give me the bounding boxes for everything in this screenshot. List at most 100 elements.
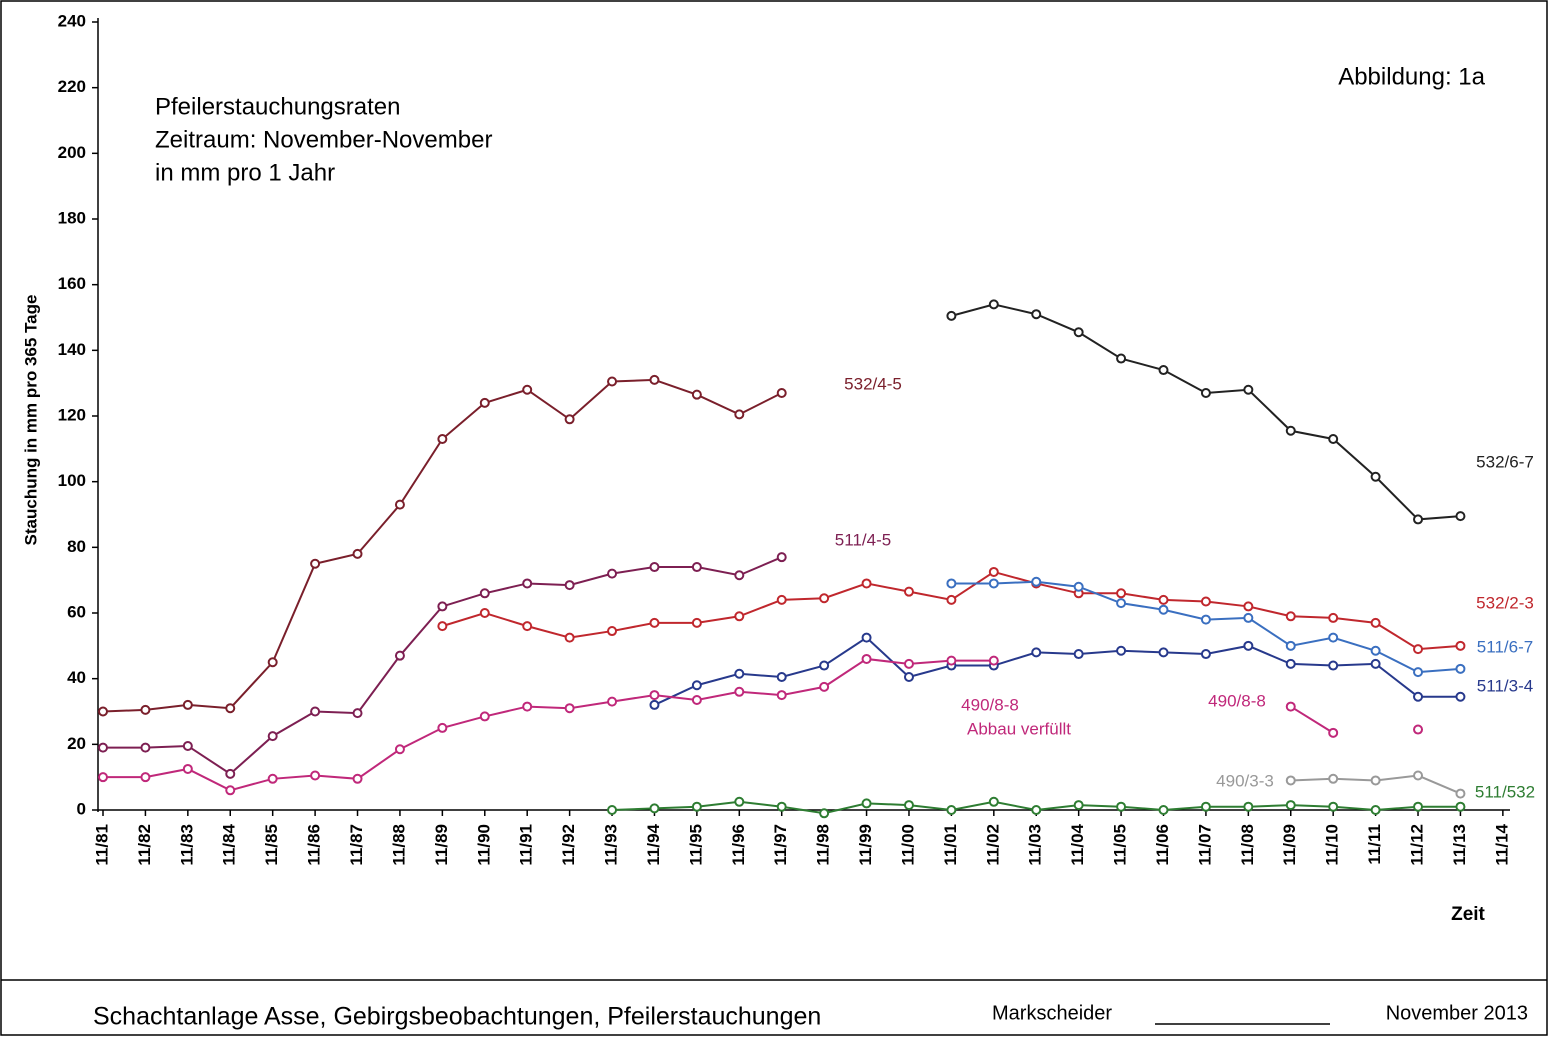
data-point xyxy=(776,690,787,701)
data-point xyxy=(1413,691,1424,702)
data-point xyxy=(988,566,999,577)
data-point xyxy=(734,686,745,697)
data-point xyxy=(861,653,872,664)
data-point xyxy=(1031,647,1042,658)
data-point xyxy=(819,593,830,604)
data-point xyxy=(1328,612,1339,623)
data-point xyxy=(267,657,278,668)
data-point xyxy=(1328,433,1339,444)
data-point xyxy=(1243,640,1254,651)
data-point xyxy=(607,568,618,579)
x-tick-label: 11/93 xyxy=(602,824,621,866)
data-point xyxy=(1073,649,1084,660)
y-tick-label: 240 xyxy=(58,11,86,30)
data-point xyxy=(861,578,872,589)
series-label: 511/3-4 xyxy=(1477,676,1533,695)
data-point xyxy=(734,796,745,807)
data-point xyxy=(1200,614,1211,625)
data-point xyxy=(225,785,236,796)
data-point xyxy=(734,570,745,581)
y-tick-label: 120 xyxy=(58,405,86,424)
data-point xyxy=(564,632,575,643)
x-tick-label: 11/07 xyxy=(1195,824,1214,866)
data-point xyxy=(1370,645,1381,656)
data-point xyxy=(564,414,575,425)
data-point xyxy=(1413,724,1424,735)
y-tick-label: 100 xyxy=(58,471,86,490)
data-point xyxy=(649,374,660,385)
data-point xyxy=(1243,384,1254,395)
data-point xyxy=(394,650,405,661)
data-point xyxy=(861,798,872,809)
x-tick-label: 11/04 xyxy=(1068,823,1087,865)
data-point xyxy=(691,680,702,691)
data-point xyxy=(819,808,830,819)
data-point xyxy=(1328,632,1339,643)
x-tick-label: 11/82 xyxy=(135,824,154,866)
series-line xyxy=(102,378,783,713)
series-line xyxy=(951,303,1461,521)
x-tick-label: 11/88 xyxy=(389,824,408,866)
data-point xyxy=(734,409,745,420)
x-tick-label: 11/06 xyxy=(1153,824,1172,866)
data-point xyxy=(437,433,448,444)
x-tick-label: 11/90 xyxy=(474,824,493,866)
x-tick-label: 11/10 xyxy=(1323,824,1342,866)
data-point xyxy=(903,586,914,597)
data-point xyxy=(1116,801,1127,812)
chart-title: in mm pro 1 Jahr xyxy=(155,159,335,186)
data-point xyxy=(522,384,533,395)
data-point xyxy=(1328,801,1339,812)
data-point xyxy=(1116,353,1127,364)
x-tick-label: 11/98 xyxy=(814,824,833,866)
data-point xyxy=(649,699,660,710)
data-point xyxy=(776,388,787,399)
data-point xyxy=(946,655,957,666)
data-point xyxy=(564,580,575,591)
data-point xyxy=(352,773,363,784)
data-point xyxy=(819,660,830,671)
data-point xyxy=(734,668,745,679)
data-point xyxy=(394,499,405,510)
data-point xyxy=(734,611,745,622)
data-point xyxy=(607,376,618,387)
data-point xyxy=(1158,604,1169,615)
data-point xyxy=(1243,801,1254,812)
x-tick-label: 11/85 xyxy=(262,824,281,866)
data-point xyxy=(1455,788,1466,799)
data-point xyxy=(522,578,533,589)
data-point xyxy=(691,695,702,706)
data-point xyxy=(1285,658,1296,669)
data-point xyxy=(1413,770,1424,781)
data-point xyxy=(1370,775,1381,786)
data-point xyxy=(98,742,108,753)
data-point xyxy=(1285,425,1296,436)
data-point xyxy=(776,594,787,605)
x-tick-label: 11/95 xyxy=(686,824,705,866)
data-point xyxy=(310,770,321,781)
x-tick-label: 11/14 xyxy=(1492,823,1511,865)
data-point xyxy=(310,706,321,717)
data-point xyxy=(1243,612,1254,623)
data-point xyxy=(564,703,575,714)
data-point xyxy=(1455,801,1466,812)
x-tick-label: 11/01 xyxy=(941,824,960,866)
data-point xyxy=(691,562,702,573)
series-label: 490/8-8 xyxy=(961,695,1019,714)
data-point xyxy=(1370,805,1381,815)
data-point xyxy=(1285,640,1296,651)
data-point xyxy=(946,805,957,815)
data-point xyxy=(1158,805,1169,815)
y-tick-label: 140 xyxy=(58,340,86,359)
x-axis-label: Zeit xyxy=(1451,904,1485,925)
data-point xyxy=(946,578,957,589)
data-point xyxy=(776,552,787,563)
data-point xyxy=(1073,581,1084,592)
data-point xyxy=(1243,601,1254,612)
data-point xyxy=(437,601,448,612)
x-tick-label: 11/11 xyxy=(1365,824,1384,865)
y-tick-label: 200 xyxy=(58,143,86,162)
data-point xyxy=(140,742,151,753)
footer-text: November 2013 xyxy=(1386,1002,1528,1024)
x-tick-label: 11/03 xyxy=(1026,824,1045,866)
